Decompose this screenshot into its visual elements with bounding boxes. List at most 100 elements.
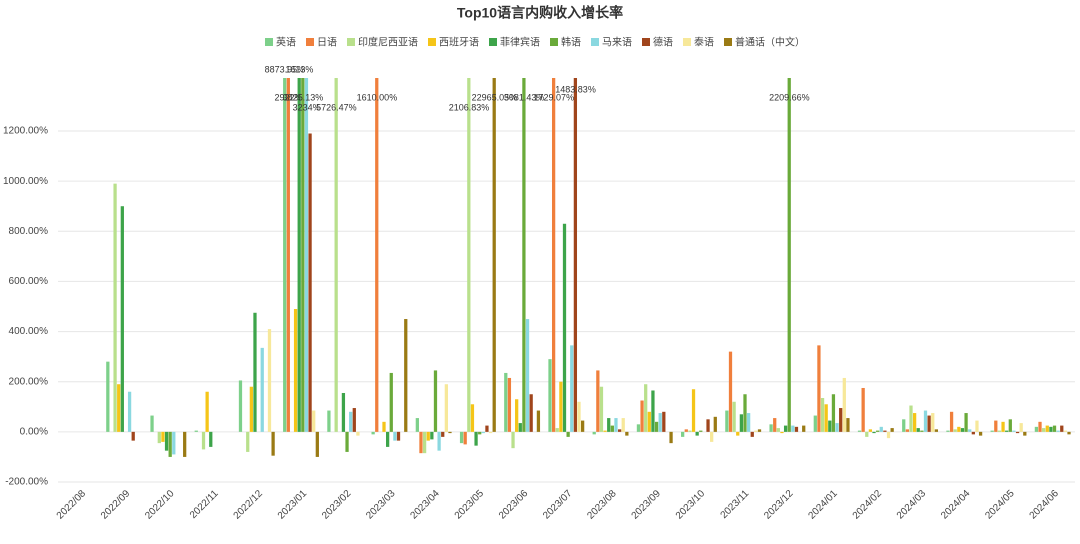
bar [127,391,132,432]
legend-swatch [683,38,691,46]
bar [444,384,448,432]
bar [183,431,187,457]
legend-swatch [724,38,732,46]
bar [168,431,172,457]
x-tick-label: 2022/08 [55,488,89,522]
value-label: 3234% [293,102,321,112]
x-tick-label: 2024/01 [806,488,840,522]
bar [555,428,559,432]
bar [964,413,968,432]
bar [415,418,419,432]
legend-swatch [642,38,650,46]
bar [688,430,692,432]
bar [773,418,777,432]
bar [817,345,821,432]
value-label: 1483.83% [555,84,596,94]
bar [902,419,906,432]
legend-label: 泰语 [694,36,714,49]
x-tick-label: 2024/04 [939,488,973,522]
y-tick-label: 400.00% [9,326,49,337]
bar [787,78,791,432]
bar [157,431,161,444]
bar [754,430,758,432]
value-label: 8873.95% [265,64,306,74]
legend: 英语 日语 印度尼西亚语 西班牙语 菲律宾语 韩语 马来语 德语 泰语 普通话（中文） [265,36,805,49]
bar [488,431,493,434]
labels: 2022/08 2022/09 2022/10 2022/11 2022/12 2023/… [55,64,1061,521]
bar [341,392,346,432]
bar [559,381,563,432]
bar [813,415,817,432]
x-tick-label: 2023/12 [762,488,796,522]
bar [267,329,272,432]
bar [905,429,909,432]
bar [120,206,124,432]
bar [990,430,994,432]
bar [301,78,305,432]
bar [161,431,165,442]
bar [839,408,843,432]
bar [1042,428,1046,432]
bar [404,319,408,432]
legend-label: 英语 [276,36,296,49]
x-tick-label: 2023/08 [585,488,619,522]
y-tick-label: 200.00% [9,376,49,387]
bar [470,404,475,432]
x-tick-label: 2022/10 [143,488,177,522]
legend-label: 普通话（中文） [735,36,805,49]
bar [1045,425,1049,432]
bar [106,361,110,432]
bar [566,431,570,437]
bar [846,418,850,432]
bar [975,420,979,432]
x-tick-label: 2024/03 [895,488,929,522]
bar [396,431,401,441]
bar [308,133,312,432]
bar [879,426,883,432]
bar [968,429,972,432]
y-tick-label: 800.00% [9,226,49,237]
bar [356,431,360,436]
bar [117,384,121,432]
bar [297,78,301,432]
bar [1005,430,1009,432]
bar [865,431,869,437]
bar [644,384,648,432]
bar [430,431,434,440]
bar [485,425,489,432]
bar [750,431,754,437]
bar [371,431,375,435]
bar [131,431,135,441]
bar [592,431,596,435]
bar [603,430,607,432]
bar [640,400,644,432]
bar [238,380,243,432]
bar [923,410,928,432]
bar [515,399,519,432]
bar [978,431,983,436]
bar [617,429,622,432]
bar [861,387,865,432]
bar [201,431,206,450]
bar [654,421,659,432]
bar [312,410,316,432]
value-label: 1610.00% [357,92,398,102]
bar [920,430,924,432]
bar [960,428,965,432]
x-tick-label: 2023/01 [276,488,310,522]
bar [349,411,353,432]
x-tick-label: 2024/05 [983,488,1017,522]
bar [334,78,338,432]
bar [548,359,552,432]
bar [463,431,467,445]
bar [1015,431,1020,434]
bar [1019,423,1023,432]
bar [393,431,397,441]
bar [842,377,846,432]
bar [780,431,784,434]
bar [669,431,673,444]
bar [352,408,356,432]
bar [794,426,799,432]
bar [536,410,541,432]
